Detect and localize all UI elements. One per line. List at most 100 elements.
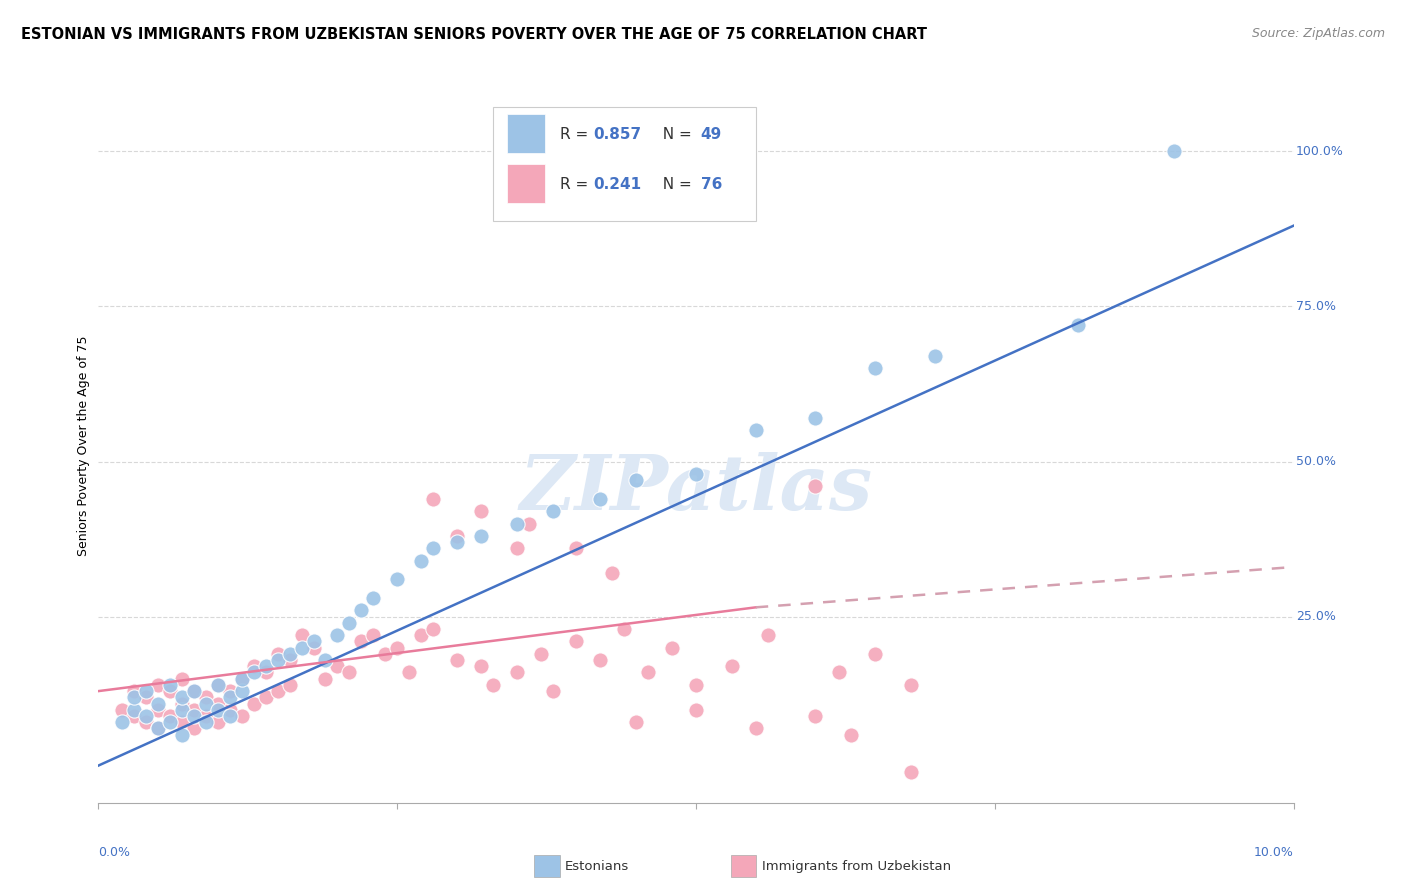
Point xyxy=(135,715,157,730)
Point xyxy=(422,491,444,506)
Point xyxy=(148,722,170,736)
Point xyxy=(231,709,253,723)
Point xyxy=(529,647,551,661)
Point xyxy=(624,715,647,730)
Point xyxy=(124,703,146,717)
Point xyxy=(254,659,277,673)
Point xyxy=(470,504,492,518)
Point xyxy=(159,715,181,730)
Point xyxy=(148,678,170,692)
Point xyxy=(183,709,205,723)
Point xyxy=(721,659,744,673)
Point xyxy=(374,647,396,661)
Point xyxy=(804,411,827,425)
Point xyxy=(194,715,218,730)
Point xyxy=(159,678,181,692)
Point xyxy=(148,697,170,711)
Point xyxy=(183,703,205,717)
Point xyxy=(1067,318,1090,332)
Text: N =: N = xyxy=(652,177,696,192)
Point xyxy=(841,727,863,741)
Point xyxy=(194,697,218,711)
Point xyxy=(267,647,290,661)
Text: 100.0%: 100.0% xyxy=(1296,145,1344,158)
Point xyxy=(350,634,373,648)
Point xyxy=(363,591,385,605)
Text: 50.0%: 50.0% xyxy=(1296,455,1336,468)
Point xyxy=(470,529,492,543)
Point xyxy=(398,665,420,680)
Point xyxy=(183,684,205,698)
Text: Estonians: Estonians xyxy=(565,860,630,872)
Point xyxy=(506,665,529,680)
Point xyxy=(243,665,266,680)
Point xyxy=(363,628,385,642)
Point xyxy=(135,709,157,723)
Point xyxy=(231,672,253,686)
Point xyxy=(207,703,229,717)
Point xyxy=(172,703,194,717)
Point xyxy=(804,479,827,493)
Text: ESTONIAN VS IMMIGRANTS FROM UZBEKISTAN SENIORS POVERTY OVER THE AGE OF 75 CORREL: ESTONIAN VS IMMIGRANTS FROM UZBEKISTAN S… xyxy=(21,27,927,42)
Text: 25.0%: 25.0% xyxy=(1296,610,1336,624)
Point xyxy=(446,653,468,667)
Point xyxy=(828,665,851,680)
Point xyxy=(172,690,194,705)
Point xyxy=(613,622,636,636)
Point xyxy=(207,697,229,711)
Point xyxy=(254,665,277,680)
Point xyxy=(207,678,229,692)
Point xyxy=(290,640,312,655)
Point xyxy=(589,653,612,667)
Text: N =: N = xyxy=(652,127,696,142)
Point xyxy=(865,647,887,661)
Point xyxy=(194,690,218,705)
Point xyxy=(231,684,253,698)
Point xyxy=(541,684,564,698)
Point xyxy=(446,529,468,543)
Point xyxy=(745,424,768,438)
Point xyxy=(315,653,337,667)
Point xyxy=(183,722,205,736)
Text: 10.0%: 10.0% xyxy=(1254,846,1294,859)
FancyBboxPatch shape xyxy=(508,164,546,203)
Point xyxy=(470,659,492,673)
Point xyxy=(194,709,218,723)
Point xyxy=(756,628,779,642)
Point xyxy=(685,467,707,481)
Point xyxy=(172,727,194,741)
Point xyxy=(589,491,612,506)
Text: 49: 49 xyxy=(700,127,723,142)
Point xyxy=(219,690,242,705)
Point xyxy=(183,684,205,698)
FancyBboxPatch shape xyxy=(508,114,546,153)
Text: 76: 76 xyxy=(700,177,723,192)
Point xyxy=(243,659,266,673)
Point xyxy=(900,764,922,779)
Point xyxy=(148,703,170,717)
Point xyxy=(506,541,529,556)
Point xyxy=(339,665,360,680)
Point xyxy=(243,697,266,711)
Point xyxy=(900,678,922,692)
Point xyxy=(385,640,409,655)
Point xyxy=(278,678,301,692)
Point xyxy=(446,535,468,549)
Point xyxy=(624,473,647,487)
Point xyxy=(302,640,325,655)
Point xyxy=(111,703,134,717)
Point xyxy=(302,634,325,648)
Point xyxy=(290,628,312,642)
Point xyxy=(685,678,707,692)
Text: 0.857: 0.857 xyxy=(593,127,641,142)
Point xyxy=(565,541,588,556)
Text: Source: ZipAtlas.com: Source: ZipAtlas.com xyxy=(1251,27,1385,40)
Point xyxy=(600,566,623,581)
Point xyxy=(124,709,146,723)
Text: R =: R = xyxy=(560,127,593,142)
Text: 75.0%: 75.0% xyxy=(1296,300,1336,313)
Point xyxy=(207,715,229,730)
Point xyxy=(278,647,301,661)
Text: 0.0%: 0.0% xyxy=(98,846,131,859)
Point xyxy=(326,659,349,673)
